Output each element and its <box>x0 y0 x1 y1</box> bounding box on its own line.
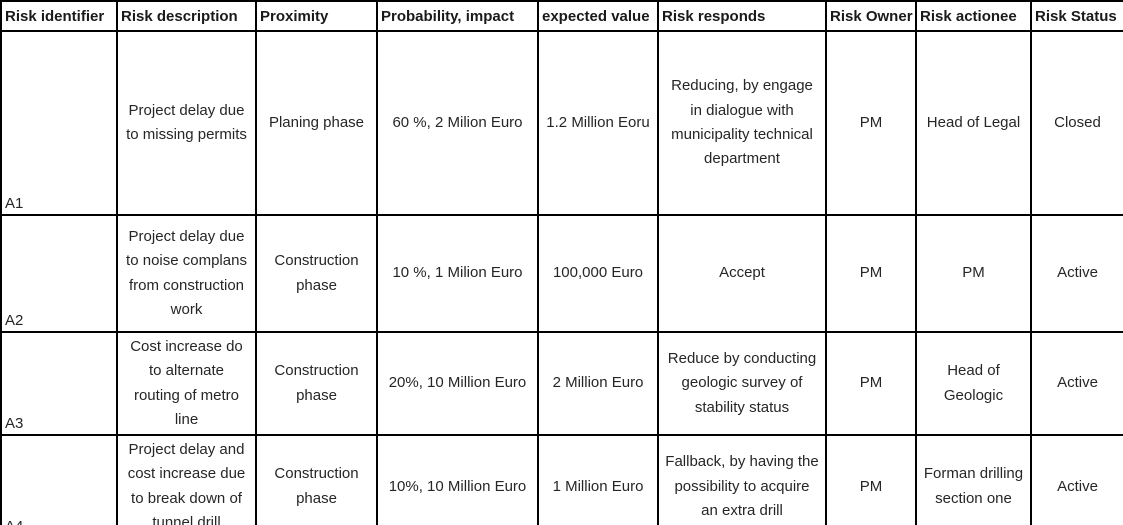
cell-risk-status: Active <box>1030 434 1123 525</box>
cell-risk-responds: Reduce by conducting geologic survey of … <box>657 330 827 437</box>
cell-risk-status: Closed <box>1030 30 1123 216</box>
cell-risk-owner: PM <box>825 30 917 216</box>
col-header-risk-owner: Risk Owner <box>825 0 917 32</box>
cell-expected-value: 1.2 Million Eoru <box>537 30 659 216</box>
cell-risk-identifier: A1 <box>0 30 118 216</box>
cell-expected-value: 2 Million Euro <box>537 330 659 437</box>
header-row: Risk identifier Risk description Proximi… <box>0 0 1123 32</box>
table-row-a3: A3 Cost increase do to alternate routing… <box>0 330 1123 437</box>
cell-risk-responds: Reducing, by engage in dialogue with mun… <box>657 30 827 216</box>
cell-probability-impact: 20%, 10 Million Euro <box>376 330 539 437</box>
cell-probability-impact: 10 %, 1 Milion Euro <box>376 214 539 333</box>
cell-probability-impact: 10%, 10 Million Euro <box>376 434 539 525</box>
cell-proximity: Construction phase <box>255 434 378 525</box>
cell-risk-identifier: A3 <box>0 330 118 437</box>
cell-probability-impact: 60 %, 2 Milion Euro <box>376 30 539 216</box>
cell-risk-owner: PM <box>825 434 917 525</box>
col-header-risk-description: Risk description <box>116 0 257 32</box>
col-header-proximity: Proximity <box>255 0 378 32</box>
cell-risk-identifier: A4 <box>0 434 118 525</box>
cell-expected-value: 100,000 Euro <box>537 214 659 333</box>
table-row-a1: A1 Project delay due to missing permits … <box>0 30 1123 216</box>
cell-risk-description: Project delay and cost increase due to b… <box>116 434 257 525</box>
col-header-probability-impact: Probability, impact <box>376 0 539 32</box>
cell-risk-status: Active <box>1030 330 1123 437</box>
cell-risk-identifier: A2 <box>0 214 118 333</box>
cell-risk-owner: PM <box>825 214 917 333</box>
cell-proximity: Construction phase <box>255 214 378 333</box>
cell-risk-actionee: Forman drilling section one <box>915 434 1032 525</box>
col-header-risk-responds: Risk responds <box>657 0 827 32</box>
cell-risk-description: Project delay due to noise complans from… <box>116 214 257 333</box>
cell-risk-responds: Accept <box>657 214 827 333</box>
cell-risk-owner: PM <box>825 330 917 437</box>
cell-risk-description: Cost increase do to alternate routing of… <box>116 330 257 437</box>
cell-risk-responds: Fallback, by having the possibility to a… <box>657 434 827 525</box>
cell-proximity: Planing phase <box>255 30 378 216</box>
col-header-expected-value: expected value <box>537 0 659 32</box>
cell-risk-actionee: Head of Geologic <box>915 330 1032 437</box>
cell-risk-status: Active <box>1030 214 1123 333</box>
cell-risk-actionee: Head of Legal <box>915 30 1032 216</box>
cell-risk-description: Project delay due to missing permits <box>116 30 257 216</box>
col-header-risk-status: Risk Status <box>1030 0 1123 32</box>
col-header-risk-identifier: Risk identifier <box>0 0 118 32</box>
col-header-risk-actionee: Risk actionee <box>915 0 1032 32</box>
table-row-a4: A4 Project delay and cost increase due t… <box>0 434 1123 525</box>
cell-proximity: Construction phase <box>255 330 378 437</box>
cell-expected-value: 1 Million Euro <box>537 434 659 525</box>
cell-risk-actionee: PM <box>915 214 1032 333</box>
table-row-a2: A2 Project delay due to noise complans f… <box>0 214 1123 333</box>
